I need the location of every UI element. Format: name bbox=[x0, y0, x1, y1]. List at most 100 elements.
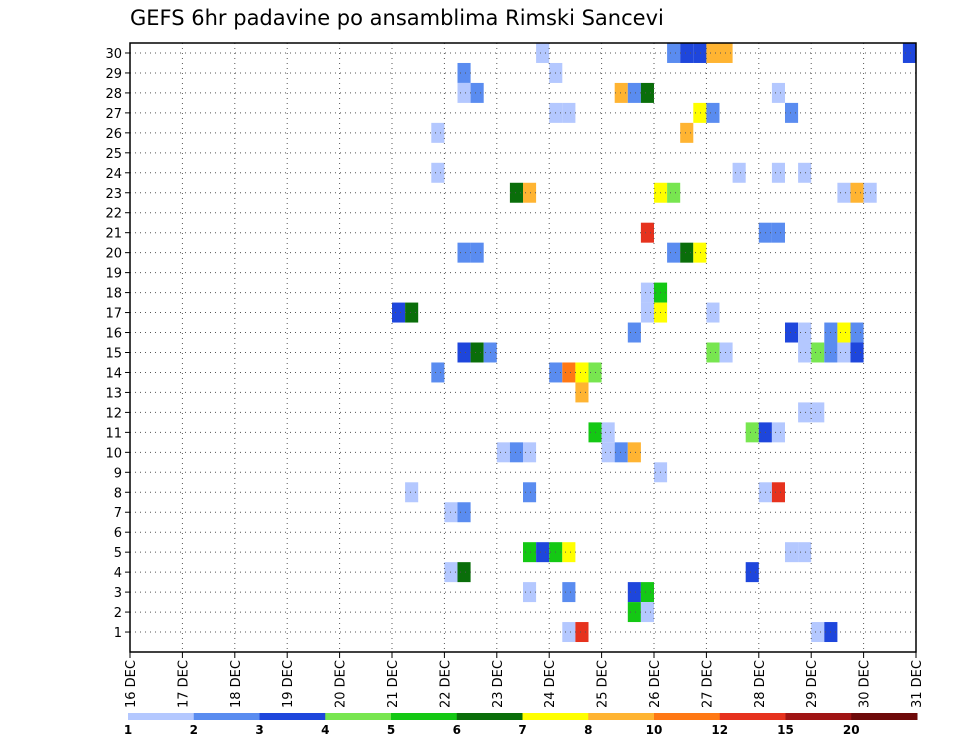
heatmap-cell bbox=[523, 442, 537, 463]
x-tick-label: 31 DEC bbox=[910, 660, 925, 708]
heatmap-cell bbox=[523, 542, 537, 563]
colorbar-swatch bbox=[588, 713, 655, 720]
colorbar-swatch bbox=[456, 713, 523, 720]
heatmap-cell bbox=[431, 122, 445, 143]
heatmap-cell bbox=[470, 242, 484, 263]
heatmap-cell bbox=[798, 322, 812, 343]
heatmap-cell bbox=[536, 43, 550, 63]
heatmap-cell bbox=[811, 342, 825, 363]
heatmap-cell bbox=[785, 322, 799, 343]
y-tick-label: 5 bbox=[114, 546, 122, 561]
heatmap-cell bbox=[601, 422, 615, 443]
colorbar-label: 7 bbox=[518, 723, 526, 737]
y-tick-label: 17 bbox=[105, 307, 122, 322]
colorbar: 1 2 3 4 5 6 7 8 10 12 15 20 bbox=[124, 713, 918, 737]
colorbar-label: 6 bbox=[453, 723, 461, 737]
colorbar-swatch bbox=[193, 713, 260, 720]
colorbar-swatch bbox=[785, 713, 852, 720]
y-tick-label: 15 bbox=[105, 346, 122, 361]
heatmap-cell bbox=[392, 302, 406, 323]
heatmap-cell bbox=[627, 602, 641, 623]
y-tick-label: 24 bbox=[105, 167, 122, 182]
colorbar-swatch bbox=[391, 713, 458, 720]
heatmap-cell bbox=[523, 182, 537, 203]
colorbar-swatch bbox=[325, 713, 392, 720]
heatmap-cell bbox=[601, 442, 615, 463]
colorbar-label: 12 bbox=[711, 723, 728, 737]
heatmap-cell bbox=[837, 342, 851, 363]
heatmap-cell bbox=[785, 542, 799, 563]
y-tick-label: 21 bbox=[105, 227, 122, 242]
heatmap-cell bbox=[667, 242, 681, 263]
heatmap-cell bbox=[523, 582, 537, 603]
y-tick-label: 30 bbox=[105, 47, 122, 62]
heatmap-cell bbox=[627, 442, 641, 463]
y-tick-label: 6 bbox=[114, 526, 122, 541]
heatmap-cell bbox=[509, 442, 523, 463]
y-tick-label: 13 bbox=[105, 386, 122, 401]
y-tick-label: 11 bbox=[105, 426, 122, 441]
x-tick-label: 16 DEC bbox=[124, 660, 139, 708]
y-tick-label: 27 bbox=[105, 107, 122, 122]
heatmap-cell bbox=[732, 162, 746, 183]
x-tick-label: 18 DEC bbox=[229, 660, 244, 708]
heatmap-cell bbox=[640, 582, 654, 603]
heatmap-cell bbox=[562, 102, 576, 123]
colorbar-label: 1 bbox=[124, 723, 132, 737]
heatmap-cell bbox=[640, 82, 654, 103]
heatmap-cell bbox=[706, 102, 720, 123]
heatmap-cell bbox=[771, 162, 785, 183]
x-tick-label: 30 DEC bbox=[858, 660, 873, 708]
heatmap-cell bbox=[562, 362, 576, 383]
y-tick-label: 18 bbox=[105, 287, 122, 302]
heatmap-cell bbox=[431, 162, 445, 183]
heatmap-cell bbox=[680, 242, 694, 263]
heatmap-cell bbox=[667, 43, 681, 63]
x-tick-label: 29 DEC bbox=[805, 660, 820, 708]
heatmap-cell bbox=[640, 222, 654, 243]
heatmap-cell bbox=[627, 322, 641, 343]
heatmap-cell bbox=[798, 542, 812, 563]
heatmap-cell bbox=[536, 542, 550, 563]
heatmap-cell bbox=[680, 43, 694, 63]
heatmap-cell bbox=[562, 622, 576, 643]
heatmap-cell bbox=[470, 82, 484, 103]
heatmap-cell bbox=[509, 182, 523, 203]
y-tick-label: 14 bbox=[105, 366, 122, 381]
y-axis: 1234567891011121314151617181920212223242… bbox=[105, 47, 130, 641]
colorbar-swatch bbox=[259, 713, 326, 720]
x-tick-label: 19 DEC bbox=[281, 660, 296, 708]
y-tick-label: 10 bbox=[105, 446, 122, 461]
y-tick-label: 28 bbox=[105, 87, 122, 102]
heatmap-cell bbox=[771, 82, 785, 103]
x-tick-label: 28 DEC bbox=[753, 660, 768, 708]
y-tick-label: 9 bbox=[114, 466, 122, 481]
heatmap-cell bbox=[470, 342, 484, 363]
x-tick-label: 22 DEC bbox=[438, 660, 453, 708]
y-tick-label: 29 bbox=[105, 67, 122, 82]
colorbar-label: 5 bbox=[387, 723, 395, 737]
heatmap-cell bbox=[785, 102, 799, 123]
colorbar-swatch bbox=[522, 713, 589, 720]
x-tick-label: 17 DEC bbox=[176, 660, 191, 708]
heatmap-cell bbox=[640, 282, 654, 303]
heatmap-cell bbox=[811, 402, 825, 423]
heatmap-cell bbox=[614, 82, 628, 103]
heatmap-cell bbox=[771, 222, 785, 243]
heatmap-cell bbox=[575, 622, 589, 643]
x-tick-label: 27 DEC bbox=[700, 660, 715, 708]
colorbar-swatch bbox=[128, 713, 195, 720]
heatmap-cell bbox=[405, 302, 419, 323]
colorbar-label: 4 bbox=[321, 723, 329, 737]
x-tick-label: 24 DEC bbox=[543, 660, 558, 708]
heatmap-cell bbox=[837, 182, 851, 203]
chart-title: GEFS 6hr padavine po ansamblima Rimski S… bbox=[130, 6, 664, 30]
y-tick-label: 2 bbox=[114, 606, 122, 621]
heatmap-cell bbox=[719, 342, 733, 363]
heatmap-cell bbox=[640, 302, 654, 323]
heatmap-cell bbox=[457, 82, 471, 103]
heatmap-cell bbox=[745, 422, 759, 443]
y-tick-label: 23 bbox=[105, 187, 122, 202]
heatmap-cell bbox=[771, 422, 785, 443]
heatmap-cell bbox=[837, 322, 851, 343]
